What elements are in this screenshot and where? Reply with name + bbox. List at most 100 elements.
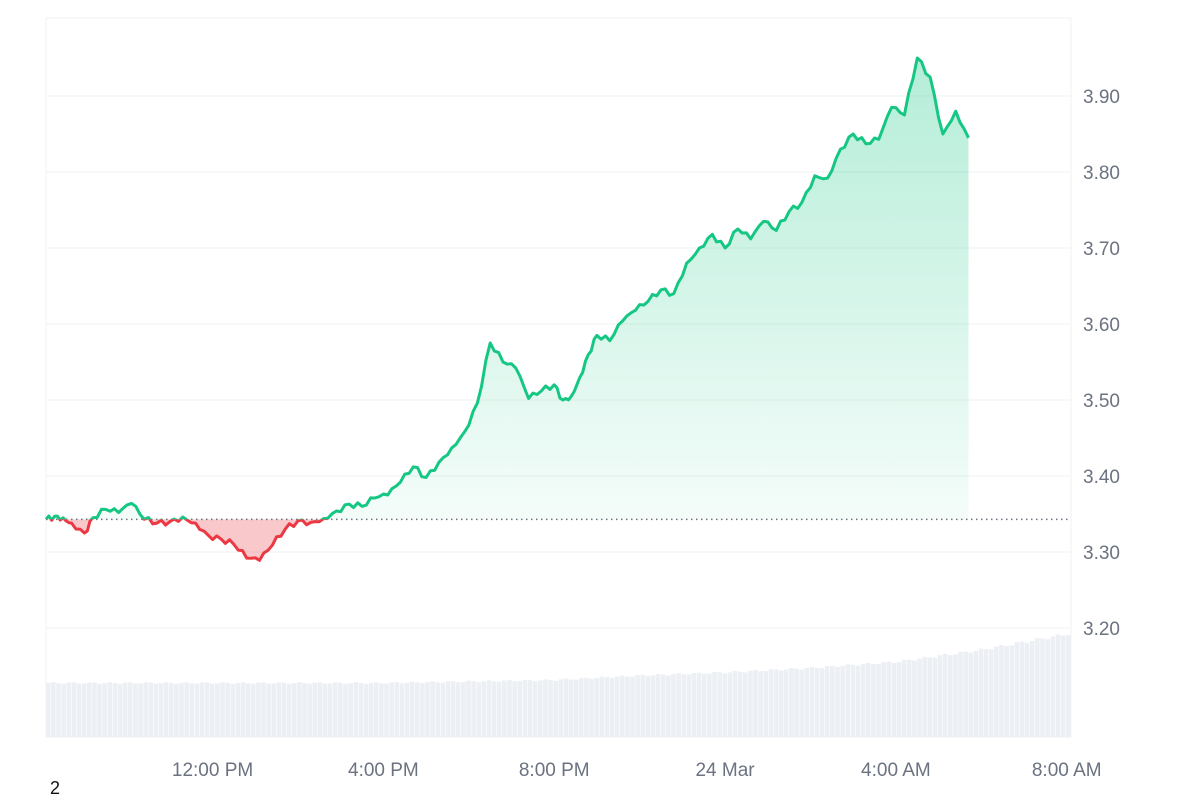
volume-bar-100	[558, 679, 564, 737]
volume-bar-10	[97, 683, 102, 737]
volume-bar-75	[430, 681, 435, 737]
volume-bar-186	[999, 645, 1004, 737]
volume-bar-141	[768, 669, 774, 737]
volume-bar-163	[881, 662, 886, 737]
volume-bar-181	[973, 650, 979, 737]
volume-bar-70	[404, 682, 410, 737]
volume-bar-199	[1065, 635, 1071, 737]
volume-bar-94	[527, 680, 533, 737]
volume-bar-66	[384, 683, 389, 737]
volume-bar-50	[302, 683, 307, 737]
volume-bar-148	[804, 667, 810, 737]
volume-bar-116	[640, 674, 646, 737]
volume-bar-119	[655, 673, 661, 737]
volume-bar-98	[548, 680, 553, 737]
volume-bar-13	[112, 683, 118, 737]
area-fill-below-baseline	[51, 519, 323, 561]
price-line-up	[44, 56, 970, 520]
volume-bar-177	[953, 654, 958, 737]
volume-bar-34	[220, 682, 225, 737]
volume-bar-144	[784, 669, 789, 737]
volume-bar-128	[702, 673, 707, 737]
volume-bar-126	[691, 673, 697, 737]
volume-bar-139	[758, 671, 763, 737]
volume-bar-41	[256, 682, 261, 737]
volume-bar-78	[445, 681, 451, 737]
volume-bar-90	[507, 680, 512, 737]
volume-bar-97	[543, 679, 548, 737]
volume-bar-164	[886, 661, 892, 737]
volume-bar-174	[937, 655, 943, 737]
volume-bar-37	[235, 682, 241, 737]
volume-bar-187	[1004, 646, 1009, 737]
volume-bar-134	[732, 670, 738, 737]
volume-bar-89	[502, 680, 507, 737]
y-tick-label-4: 3.60	[1083, 315, 1120, 336]
volume-bar-195	[1045, 639, 1050, 737]
volume-bar-192	[1030, 641, 1035, 737]
volume-bar-69	[399, 683, 405, 737]
volume-bar-196	[1050, 636, 1056, 737]
volume-bar-111	[614, 676, 620, 737]
volume-bar-33	[215, 683, 220, 737]
volume-bar-42	[261, 682, 266, 737]
volume-bar-95	[532, 681, 538, 737]
volume-bar-7	[81, 683, 87, 737]
volume-bar-151	[819, 667, 825, 737]
volume-bar-102	[568, 679, 574, 737]
volume-bar-112	[620, 675, 625, 737]
area-fill-above-baseline	[46, 58, 969, 520]
volume-bar-114	[630, 676, 635, 737]
volume-bar-5	[71, 682, 77, 737]
volume-bar-30	[199, 682, 205, 737]
volume-bar-19	[143, 682, 148, 737]
price-line-down	[46, 519, 329, 562]
volume-bar-149	[809, 666, 815, 737]
volume-bar-146	[794, 668, 799, 737]
volume-bar-156	[845, 664, 851, 737]
volume-bar-175	[942, 654, 948, 737]
volume-bar-17	[133, 683, 138, 737]
volume-bar-23	[163, 682, 169, 737]
volume-bar-183	[983, 649, 989, 737]
volume-bar-80	[456, 682, 461, 737]
volume-bar-55	[327, 683, 333, 737]
volume-bar-179	[963, 651, 968, 737]
volume-bar-157	[850, 664, 856, 737]
volume-bar-170	[917, 658, 922, 737]
volume-bar-147	[799, 669, 804, 737]
volume-bar-106	[589, 678, 594, 737]
volume-bar-162	[876, 664, 881, 737]
volume-bar-45	[276, 682, 282, 737]
volume-bar-35	[225, 682, 230, 737]
x-tick-label-2: 8:00 PM	[519, 760, 590, 781]
volume-bar-58	[343, 683, 348, 737]
volume-bar-145	[789, 667, 794, 737]
volume-bar-67	[389, 682, 394, 737]
volume-bar-123	[676, 673, 681, 737]
volume-bar-132	[722, 673, 728, 737]
corner-label: 2	[50, 778, 61, 798]
volume-bar-76	[435, 682, 441, 737]
volume-bar-49	[297, 682, 302, 737]
volume-bar-79	[450, 681, 456, 737]
volume-bar-83	[471, 681, 476, 737]
y-tick-label-7: 3.90	[1083, 87, 1120, 108]
volume-bar-129	[707, 673, 712, 737]
volume-bar-154	[835, 667, 840, 737]
volume-bar-56	[333, 682, 338, 737]
volume-bar-136	[743, 672, 748, 737]
volume-bar-168	[907, 659, 912, 737]
volume-bar-137	[748, 670, 753, 737]
volume-bar-38	[240, 682, 246, 737]
x-tick-label-3: 24 Mar	[695, 760, 755, 781]
volume-bar-6	[76, 683, 82, 737]
volume-bar-131	[717, 672, 722, 737]
volume-bar-26	[179, 682, 184, 737]
volume-bar-169	[912, 660, 917, 737]
volume-bar-48	[292, 683, 297, 737]
volume-bar-88	[497, 681, 502, 737]
volume-bar-52	[312, 682, 318, 737]
volume-bar-125	[686, 674, 692, 737]
